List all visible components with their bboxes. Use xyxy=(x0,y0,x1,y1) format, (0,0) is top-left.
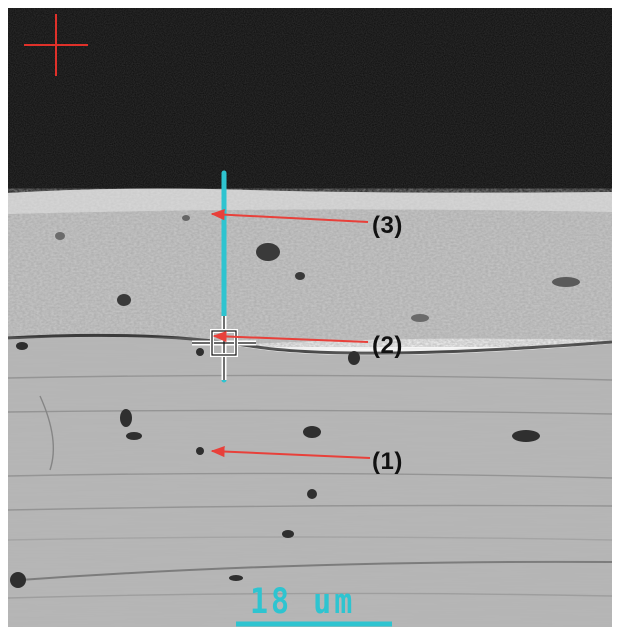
annotation-label-2: (2) xyxy=(372,332,403,359)
coating-pores xyxy=(55,215,580,322)
arrow-3 xyxy=(210,209,369,223)
reference-crosshair-icon xyxy=(24,14,88,76)
interface-line xyxy=(8,333,612,355)
substrate-inclusions xyxy=(10,342,540,588)
annotation-label-3: (3) xyxy=(372,212,403,239)
scale-bar-label: 18 um xyxy=(250,582,356,623)
substrate-streaks xyxy=(8,374,612,599)
arrow-1 xyxy=(210,445,371,459)
annotation-label-1: (1) xyxy=(372,448,403,475)
cursor-crosshair-icon xyxy=(192,316,256,380)
arrow-2 xyxy=(212,330,369,343)
